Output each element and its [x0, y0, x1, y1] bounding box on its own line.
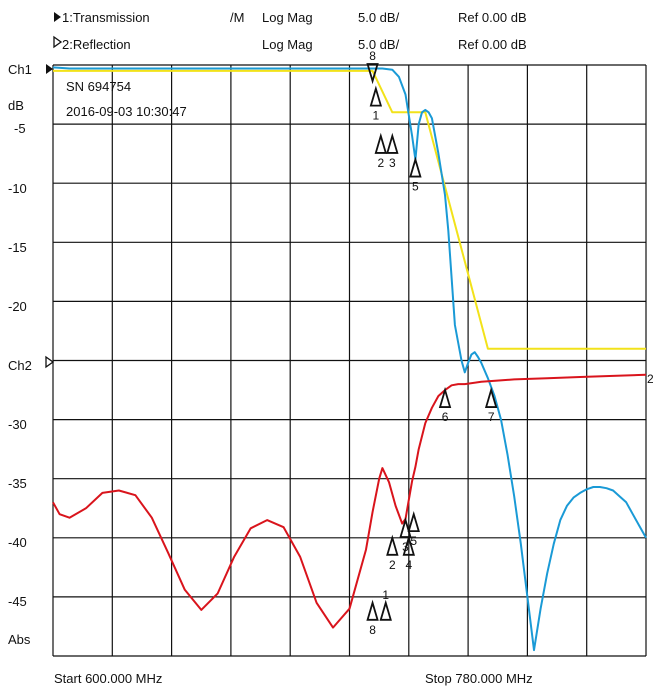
- abs-label: Abs: [8, 632, 31, 647]
- marker-triangle[interactable]: [386, 132, 399, 154]
- trace2-scale: 5.0 dB/: [358, 37, 400, 52]
- marker-label: 5: [410, 534, 417, 548]
- ch1-ref-pointer-icon: [46, 64, 53, 74]
- marker-label: 1: [382, 588, 389, 602]
- marker-label: 5: [412, 180, 419, 194]
- stop-frequency: Stop 780.000 MHz: [425, 671, 533, 686]
- start-frequency: Start 600.000 MHz: [54, 671, 162, 686]
- trace1-memory: /M: [230, 10, 244, 25]
- marker-triangle[interactable]: [366, 599, 379, 621]
- marker-label: 3: [389, 156, 396, 170]
- marker-triangle[interactable]: [374, 132, 387, 154]
- tick-label: -45: [8, 594, 27, 609]
- marker-triangle[interactable]: [386, 534, 399, 556]
- marker-triangle[interactable]: [409, 156, 422, 178]
- plot-grid: [52, 64, 647, 657]
- tick-label: -30: [8, 417, 27, 432]
- trace-limit[interactable]: [53, 69, 646, 350]
- serial-number: SN 694754: [66, 79, 131, 94]
- ch1-label: Ch1: [8, 62, 32, 77]
- tick-label: -35: [8, 476, 27, 491]
- marker-triangle[interactable]: [438, 386, 452, 408]
- trace-2-reflection[interactable]: [52, 373, 647, 629]
- marker-triangle[interactable]: [402, 534, 416, 556]
- trace2-ref: Ref 0.00 dB: [458, 37, 527, 52]
- tick-label: -10: [8, 181, 27, 196]
- marker-triangle[interactable]: [379, 599, 392, 621]
- trace2-label[interactable]: 2:Reflection: [62, 37, 131, 52]
- marker-label: 7: [488, 410, 495, 424]
- db-unit-label: dB: [8, 98, 24, 113]
- marker-triangle[interactable]: [369, 85, 383, 107]
- ch2-label: Ch2: [8, 358, 32, 373]
- trace1-format: Log Mag: [262, 10, 313, 25]
- tick-label: -5: [14, 121, 26, 136]
- tick-label: -15: [8, 240, 27, 255]
- trace1-label[interactable]: 1:Transmission: [62, 10, 150, 25]
- trace-layer: [52, 66, 647, 652]
- marker-triangle[interactable]: [399, 516, 412, 538]
- trace1-scale: 5.0 dB/: [358, 10, 400, 25]
- tick-label: -40: [8, 535, 27, 550]
- marker-label: 8: [369, 623, 376, 637]
- tick-label: -20: [8, 299, 27, 314]
- trace2-indicator-icon[interactable]: [53, 35, 63, 49]
- right-edge-ch2-marker: 2: [647, 372, 653, 386]
- marker-label: 2: [389, 558, 396, 572]
- marker-triangle[interactable]: [407, 510, 420, 533]
- trace1-active-icon[interactable]: [54, 12, 61, 22]
- trace-1-transmission[interactable]: [52, 66, 647, 652]
- top-marker-label: 8: [369, 49, 376, 63]
- marker-triangle[interactable]: [484, 386, 498, 408]
- marker-label: 4: [405, 558, 412, 572]
- marker-label: 6: [442, 410, 449, 424]
- marker-label: 2: [377, 156, 384, 170]
- trace2-format: Log Mag: [262, 37, 313, 52]
- ch2-ref-pointer-icon: [45, 355, 55, 369]
- trace1-ref: Ref 0.00 dB: [458, 10, 527, 25]
- marker-label: 1: [373, 109, 380, 123]
- timestamp: 2016-09-03 10:30:47: [66, 104, 187, 119]
- top-marker-triangle[interactable]: [366, 63, 379, 85]
